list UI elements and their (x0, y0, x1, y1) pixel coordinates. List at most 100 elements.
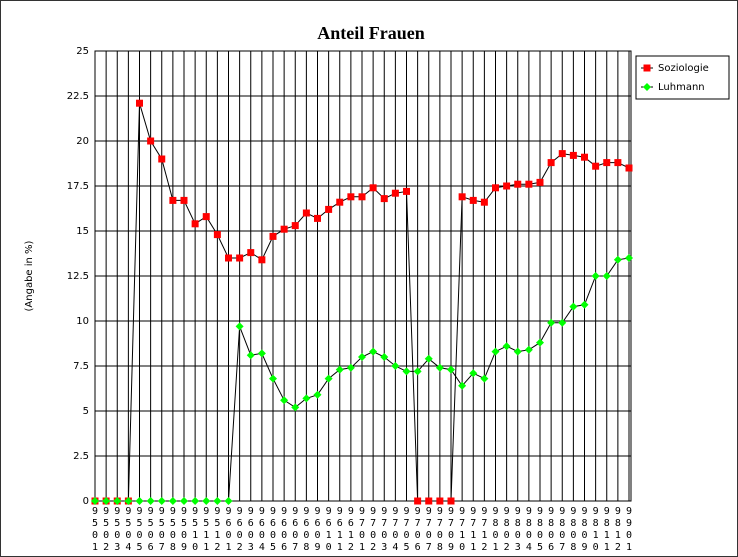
data-point (447, 365, 455, 374)
data-point (313, 390, 322, 399)
data-point (503, 182, 511, 190)
data-point (614, 159, 622, 167)
data-point (302, 394, 311, 403)
x-tick-label: 9609 (314, 506, 321, 553)
x-tick-label: 9611 (336, 506, 343, 553)
data-point (547, 318, 556, 327)
data-point (569, 151, 577, 159)
x-tick-label: 9805 (536, 506, 544, 553)
data-point (447, 497, 455, 505)
data-point (291, 222, 299, 230)
data-point (135, 497, 144, 505)
x-tick-label: 9501 (91, 506, 99, 553)
data-point (147, 137, 155, 145)
data-point (335, 365, 344, 374)
data-point (436, 497, 444, 505)
data-point (613, 255, 622, 264)
data-point (524, 345, 533, 354)
data-point (414, 497, 422, 505)
data-point (146, 497, 155, 505)
data-point (314, 214, 321, 222)
data-point (424, 354, 433, 363)
data-point (469, 369, 478, 378)
y-tick-label: 15 (76, 226, 89, 237)
data-point (502, 342, 511, 351)
data-point (602, 272, 611, 280)
y-tick-label: 5 (83, 406, 89, 417)
x-tick-label: 9606 (281, 506, 288, 553)
x-tick-label: 9502 (103, 506, 110, 553)
data-point (168, 497, 177, 505)
data-point (558, 318, 567, 327)
y-axis-label: (Angabe in %) (24, 240, 35, 311)
x-tick-label: 9708 (436, 506, 443, 553)
data-point (480, 198, 488, 206)
data-point (246, 351, 255, 360)
x-tick-label: 9509 (180, 506, 188, 553)
data-point (536, 338, 544, 347)
data-point (124, 497, 133, 505)
x-tick-label: 9504 (125, 506, 132, 553)
x-tick-label: 9605 (269, 506, 277, 553)
data-point (113, 497, 122, 505)
data-point (169, 196, 177, 204)
data-point (547, 159, 555, 167)
x-tick-label: 9710 (459, 506, 466, 553)
x-tick-label: 9705 (403, 506, 410, 553)
x-tick-label: 9812 (614, 506, 621, 553)
x-tick-label: 9806 (548, 506, 555, 553)
x-tick-label: 9506 (147, 506, 154, 553)
x-tick-label: 9507 (158, 506, 165, 553)
data-point (302, 209, 310, 217)
data-point (236, 254, 244, 262)
x-tick-label: 9612 (347, 506, 354, 553)
x-tick-label: 9709 (447, 506, 455, 553)
data-point (280, 225, 288, 233)
x-tick-label: 9802 (503, 506, 510, 553)
data-point (347, 193, 355, 201)
x-tick-label: 9809 (581, 506, 588, 553)
y-tick-label: 17.5 (67, 181, 89, 192)
x-tick-label: 9801 (492, 506, 499, 553)
data-point (435, 363, 444, 372)
data-point (358, 353, 366, 361)
y-tick-label: 2.5 (73, 451, 89, 462)
x-tick-label: 9701 (358, 506, 366, 553)
data-point (380, 195, 388, 203)
x-tick-label: 9512 (214, 506, 221, 553)
data-point (202, 213, 210, 221)
y-tick-label: 20 (76, 136, 89, 147)
legend-label: Luhmann (658, 82, 705, 93)
legend-label: Soziologie (658, 63, 709, 74)
x-tick-label: 9901 (625, 506, 633, 553)
x-tick-label: 9510 (192, 506, 199, 553)
data-point (180, 196, 188, 204)
y-tick-label: 0 (83, 496, 89, 507)
x-tick-label: 9704 (392, 506, 399, 553)
data-point (346, 363, 355, 372)
y-tick-label: 22.5 (67, 91, 89, 102)
data-point (213, 231, 221, 239)
data-point (391, 362, 400, 370)
data-point (247, 249, 255, 257)
data-point (581, 153, 588, 161)
data-point (269, 374, 277, 383)
x-tick-label: 9711 (470, 506, 477, 553)
data-point (458, 193, 466, 201)
data-point (358, 193, 366, 201)
y-tick-label: 25 (76, 46, 89, 57)
data-point (91, 497, 99, 505)
data-point (235, 322, 244, 331)
x-tick-label: 9811 (603, 506, 610, 553)
x-tick-label: 9702 (370, 506, 377, 553)
legend-marker (643, 83, 651, 91)
data-point (257, 349, 266, 358)
data-point (136, 99, 143, 107)
data-point (469, 196, 477, 204)
x-tick-label: 9603 (247, 506, 254, 553)
x-tick-label: 9803 (514, 506, 521, 553)
data-point (513, 347, 522, 356)
data-point (558, 150, 566, 158)
data-point (269, 232, 277, 240)
